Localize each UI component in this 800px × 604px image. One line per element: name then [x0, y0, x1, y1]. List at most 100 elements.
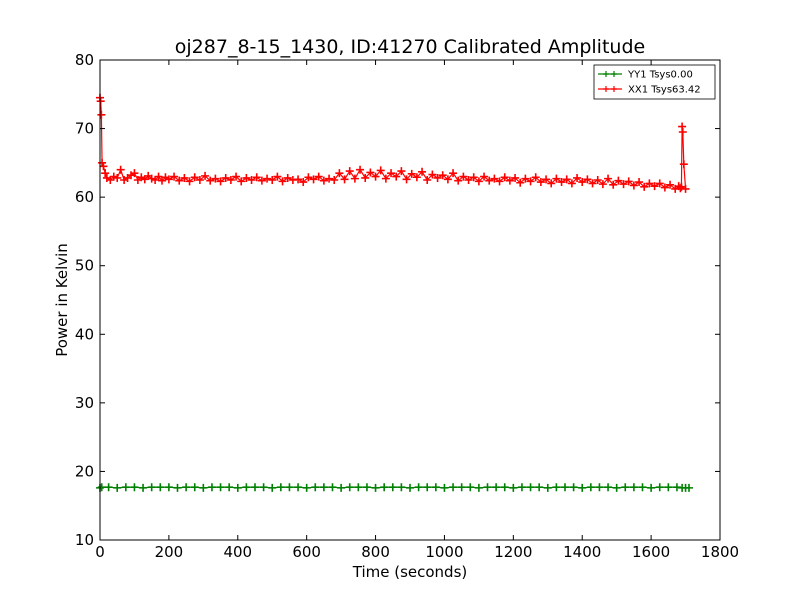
data-point-marker — [629, 483, 638, 492]
data-point-marker — [199, 483, 208, 492]
legend-items: YY1 Tsys0.00 XX1 Tsys63.42 — [598, 70, 701, 96]
data-point-marker — [361, 173, 370, 182]
data-point-marker — [492, 483, 501, 492]
x-tick-label: 200 — [155, 543, 184, 561]
data-point-marker — [121, 483, 130, 492]
data-point-marker — [237, 177, 246, 186]
data-point-marker — [578, 483, 587, 492]
data-point-marker — [635, 178, 644, 187]
legend-frame — [593, 64, 716, 100]
data-point-marker — [423, 483, 432, 492]
data-point-marker — [664, 483, 673, 492]
data-point-marker — [557, 178, 566, 187]
x-tick-label: 600 — [292, 543, 321, 561]
data-point-marker — [190, 173, 199, 182]
data-point-marker — [242, 483, 251, 492]
data-point-marker — [612, 483, 621, 492]
plot-background — [100, 60, 720, 540]
data-point-marker — [624, 177, 633, 186]
data-point-marker — [345, 167, 354, 176]
data-point-marker — [418, 167, 427, 176]
data-point-marker — [640, 182, 649, 191]
data-point-marker — [535, 483, 544, 492]
data-point-marker — [130, 169, 139, 178]
data-point-marker — [500, 483, 509, 492]
data-point-marker — [268, 483, 277, 492]
series-line — [99, 97, 687, 190]
data-point-marker — [428, 170, 437, 179]
data-point-marker — [319, 483, 328, 492]
series-0 — [96, 483, 693, 492]
data-point-marker — [216, 177, 225, 186]
legend-label: YY1 Tsys0.00 — [627, 70, 693, 81]
data-point-marker — [578, 178, 587, 187]
data-point-marker — [173, 483, 182, 492]
data-point-marker — [412, 173, 421, 182]
data-point-marker — [407, 169, 416, 178]
data-point-marker — [170, 172, 179, 181]
plot-area — [96, 59, 721, 541]
data-point-marker — [156, 483, 165, 492]
data-point-marker — [233, 483, 242, 492]
data-point-marker — [614, 176, 623, 185]
data-point-marker — [531, 173, 540, 182]
data-point-marker — [464, 176, 473, 184]
data-point-marker — [666, 180, 675, 189]
data-point-marker — [655, 483, 664, 492]
data-point-marker — [543, 483, 552, 492]
legend-swatch-marker — [603, 71, 617, 77]
legend: YY1 Tsys0.00 XX1 Tsys63.42 — [593, 64, 716, 100]
data-point-marker — [431, 483, 440, 492]
data-point-marker — [207, 483, 216, 492]
data-point-marker — [190, 483, 199, 492]
data-point-marker — [294, 483, 303, 492]
data-point-marker — [195, 176, 204, 184]
data-point-marker — [505, 176, 514, 185]
data-point-marker — [500, 173, 509, 182]
data-point-marker — [257, 176, 266, 185]
data-point-marker — [314, 172, 323, 181]
data-point-marker — [337, 483, 346, 492]
data-point-marker — [542, 175, 551, 184]
x-tick-labels: 0 200 400 600 800 1000 1200 1400 1600 1800 — [95, 543, 739, 561]
data-point-marker — [130, 483, 139, 492]
data-point-marker — [304, 173, 313, 182]
y-tick-label: 20 — [75, 462, 94, 480]
data-point-marker — [259, 483, 268, 492]
data-point-marker — [113, 173, 122, 182]
data-point-marker — [101, 169, 110, 178]
data-point-marker — [454, 176, 463, 185]
data-point-marker — [569, 483, 578, 492]
data-point-marker — [388, 483, 397, 492]
data-point-marker — [414, 483, 423, 492]
plot-frame — [99, 59, 721, 541]
data-point-marker — [335, 169, 344, 178]
x-tick-label: 1200 — [494, 543, 532, 561]
data-point-marker — [457, 483, 466, 492]
data-point-marker — [325, 174, 334, 183]
data-point-marker — [679, 160, 688, 169]
data-point-marker — [562, 175, 571, 184]
data-point-marker — [206, 176, 215, 185]
x-tick-label: 1400 — [563, 543, 601, 561]
data-point-marker — [402, 175, 411, 184]
data-point-marker — [345, 483, 354, 492]
data-point-marker — [567, 179, 576, 188]
data-point-marker — [660, 183, 669, 192]
data-point-marker — [319, 176, 328, 185]
data-point-marker — [232, 172, 241, 181]
data-point-marker — [586, 483, 595, 492]
data-point-marker — [285, 483, 294, 492]
data-point-marker — [466, 483, 475, 492]
x-tick-label: 1600 — [632, 543, 670, 561]
data-point-marker — [440, 483, 449, 492]
data-point-marker — [225, 483, 234, 492]
data-point-marker — [593, 176, 602, 184]
data-point-marker — [621, 483, 630, 492]
data-point-marker — [226, 176, 235, 184]
data-point-marker — [526, 483, 535, 492]
data-point-marker — [397, 483, 406, 492]
data-point-marker — [180, 173, 189, 182]
data-point-marker — [619, 180, 628, 189]
